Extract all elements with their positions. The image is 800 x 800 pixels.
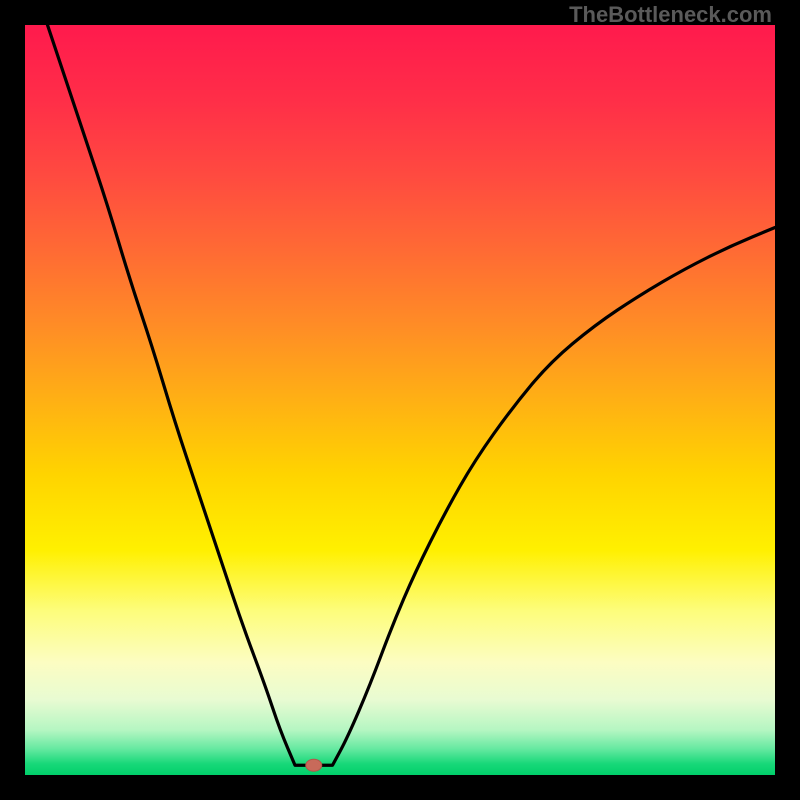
chart-svg: TheBottleneck.com	[0, 0, 800, 800]
plot-area	[25, 25, 775, 775]
bottleneck-chart: TheBottleneck.com	[0, 0, 800, 800]
optimal-marker	[306, 759, 322, 771]
watermark-text: TheBottleneck.com	[569, 2, 772, 27]
